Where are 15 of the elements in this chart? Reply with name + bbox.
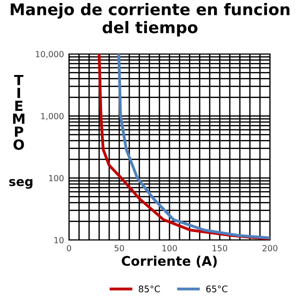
- chart-title: Manejo de corriente en funcion del tiempo: [10, 3, 290, 36]
- legend-label: 65°C: [206, 285, 228, 292]
- y-tick-label: 100: [49, 174, 64, 182]
- y-tick-label: 1,000: [41, 112, 64, 120]
- x-tick-label: 150: [212, 245, 228, 252]
- x-tick-label: 200: [262, 245, 278, 252]
- y-axis-title: TIEMPO: [13, 74, 24, 150]
- x-axis-title: Corriente (A): [122, 256, 217, 268]
- y-tick-label: 10,000: [36, 50, 64, 58]
- legend-label: 85°C: [138, 285, 160, 292]
- y-tick-label: 10: [54, 236, 64, 244]
- x-tick-label: 50: [114, 245, 124, 252]
- x-tick-label: 100: [162, 245, 177, 252]
- text: seg: [9, 179, 32, 189]
- x-tick-label: 0: [66, 245, 72, 252]
